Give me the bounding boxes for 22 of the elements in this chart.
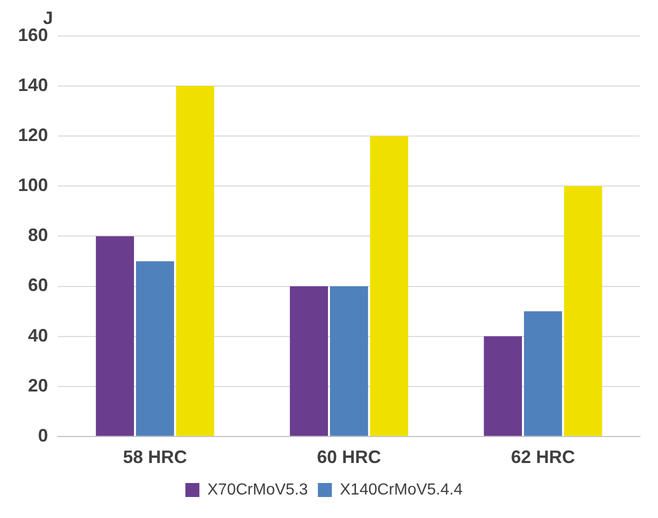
bar xyxy=(96,236,134,436)
x-tick-label: 62 HRC xyxy=(510,447,576,468)
bar xyxy=(330,286,368,436)
legend-label: X70CrMoV5.3 xyxy=(207,481,308,498)
bar xyxy=(370,136,408,436)
bar xyxy=(136,261,174,436)
bar xyxy=(524,311,562,436)
x-tick-label: 58 HRC xyxy=(123,447,188,468)
x-tick-label: 60 HRC xyxy=(317,447,382,468)
y-tick-label: 140 xyxy=(18,75,48,96)
y-tick-label: 0 xyxy=(38,425,48,446)
y-tick-label: 100 xyxy=(18,175,48,196)
y-tick-label: 20 xyxy=(28,375,48,396)
bar xyxy=(564,186,602,436)
legend-label: X140CrMoV5.4.4 xyxy=(340,481,463,498)
bar xyxy=(484,336,522,436)
y-tick-label: 120 xyxy=(18,125,48,146)
y-tick-label: 40 xyxy=(28,325,48,346)
bar xyxy=(176,86,214,436)
bar xyxy=(290,286,328,436)
y-tick-label: 60 xyxy=(28,275,48,296)
y-tick-label: 80 xyxy=(28,225,48,246)
